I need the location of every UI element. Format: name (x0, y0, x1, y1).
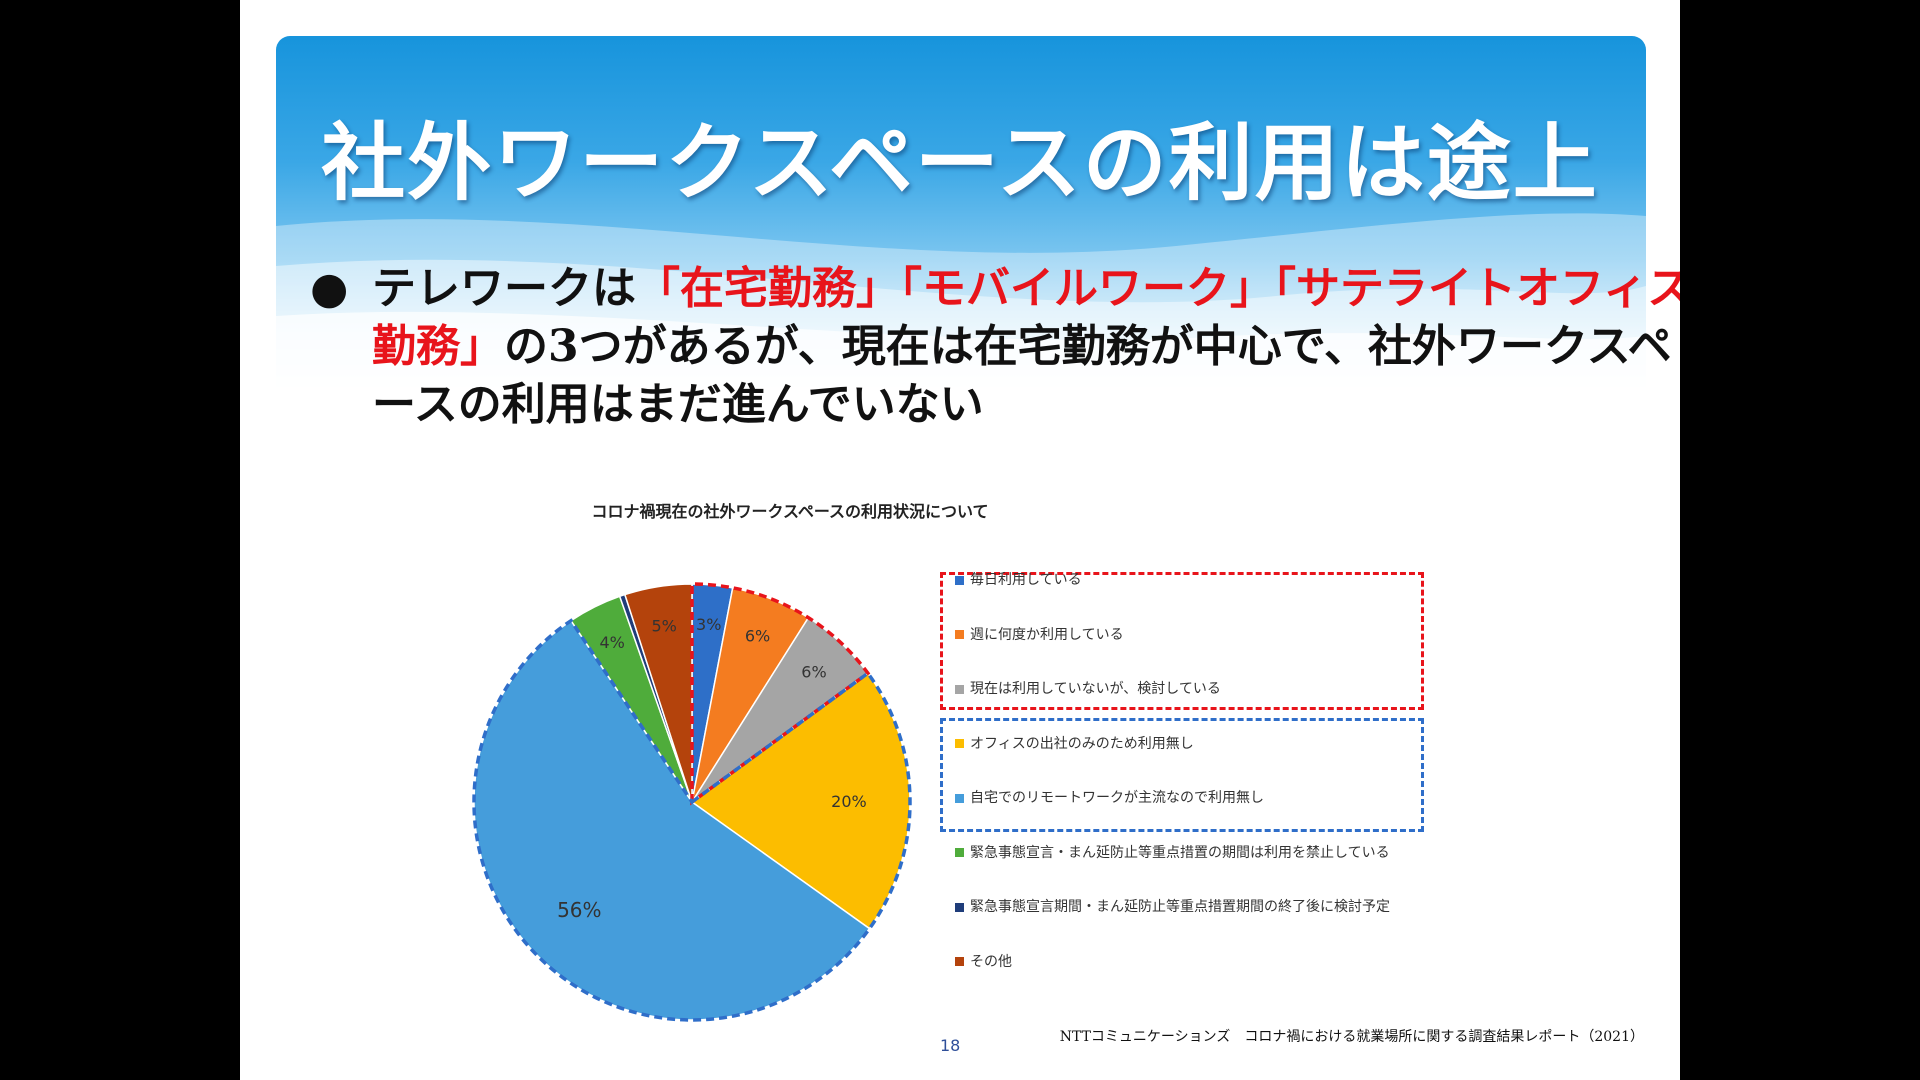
pie-data-label: 6% (801, 662, 826, 681)
legend-label: 緊急事態宣言・まん延防止等重点措置の期間は利用を禁止している (970, 844, 1390, 861)
legend-swatch (955, 848, 964, 857)
legend-swatch (955, 793, 964, 803)
legend-swatch (955, 902, 964, 912)
page-number: 18 (940, 1036, 961, 1055)
legend-item: 自宅でのリモートワークが主流なので利用無し (955, 788, 1264, 808)
pie-data-label: 56% (557, 898, 601, 922)
slide-title: 社外ワークスペースの利用は途上 (321, 113, 1599, 212)
legend-label: オフィスの出社のみのため利用無し (970, 735, 1194, 752)
bullet-marker: ● (310, 263, 349, 314)
legend-label: 週に何度か利用している (970, 626, 1124, 643)
legend-swatch (955, 957, 964, 966)
legend-highlight-red (940, 572, 1424, 710)
legend-label: 自宅でのリモートワークが主流なので利用無し (970, 790, 1264, 806)
legend-label: その他 (970, 953, 1012, 970)
legend-item: 緊急事態宣言期間・まん延防止等重点措置期間の終了後に検討予定 (955, 897, 1390, 917)
legend-label: 現在は利用していないが、検討している (970, 681, 1221, 697)
legend-item: 週に何度か利用している (955, 625, 1124, 645)
pie-highlight-outline (690, 582, 871, 806)
legend-label: 緊急事態宣言期間・まん延防止等重点措置期間の終了後に検討予定 (970, 899, 1390, 915)
pie-highlight-outline (472, 618, 912, 1022)
bullet-part1: テレワークは (372, 263, 636, 314)
title-banner (276, 36, 1646, 406)
legend-item: オフィスの出社のみのため利用無し (955, 734, 1194, 754)
legend-item: 緊急事態宣言・まん延防止等重点措置の期間は利用を禁止している (955, 843, 1390, 863)
legend-item: 現在は利用していないが、検討している (955, 679, 1221, 699)
pie-data-label: 6% (745, 627, 770, 646)
pie-data-label: 3% (696, 615, 721, 634)
pie-data-label: 20% (831, 792, 867, 811)
pie-chart: 3% 6% 6% 20% 56% 4% 5% (472, 582, 912, 1022)
legend-item: 毎日利用している (955, 570, 1082, 590)
legend-label: 毎日利用している (970, 572, 1082, 588)
legend-item: その他 (955, 952, 1012, 972)
legend-swatch (955, 575, 964, 585)
legend-swatch (955, 684, 964, 694)
legend-swatch (955, 739, 964, 748)
chart-title: コロナ禍現在の社外ワークスペースの利用状況について (591, 502, 989, 521)
source-citation: NTTコミュニケーションズ コロナ禍における就業場所に関する調査結果レポート（2… (1059, 1029, 1644, 1045)
pie-data-label: 4% (599, 633, 624, 652)
pie-slice (623, 583, 693, 803)
legend-highlight-blue (940, 718, 1424, 832)
bullet-part3: の3つがあるが、現在は在宅勤務が中心で、社外ワークスペースの利用はまだ進んでいな… (372, 321, 1672, 430)
bullet-highlight: 「在宅勤務」「モバイルワーク」「サテライトオフィス勤務」 (372, 263, 1680, 372)
pie-data-label: 5% (651, 616, 676, 635)
slide: 社外ワークスペースの利用は途上 ● テレワークは「在宅勤務」「モバイルワーク」「サ… (240, 0, 1680, 1080)
bullet-text: ● テレワークは「在宅勤務」「モバイルワーク」「サテライトオフィス勤務」の3つがあ… (310, 260, 1680, 434)
legend-swatch (955, 630, 964, 639)
